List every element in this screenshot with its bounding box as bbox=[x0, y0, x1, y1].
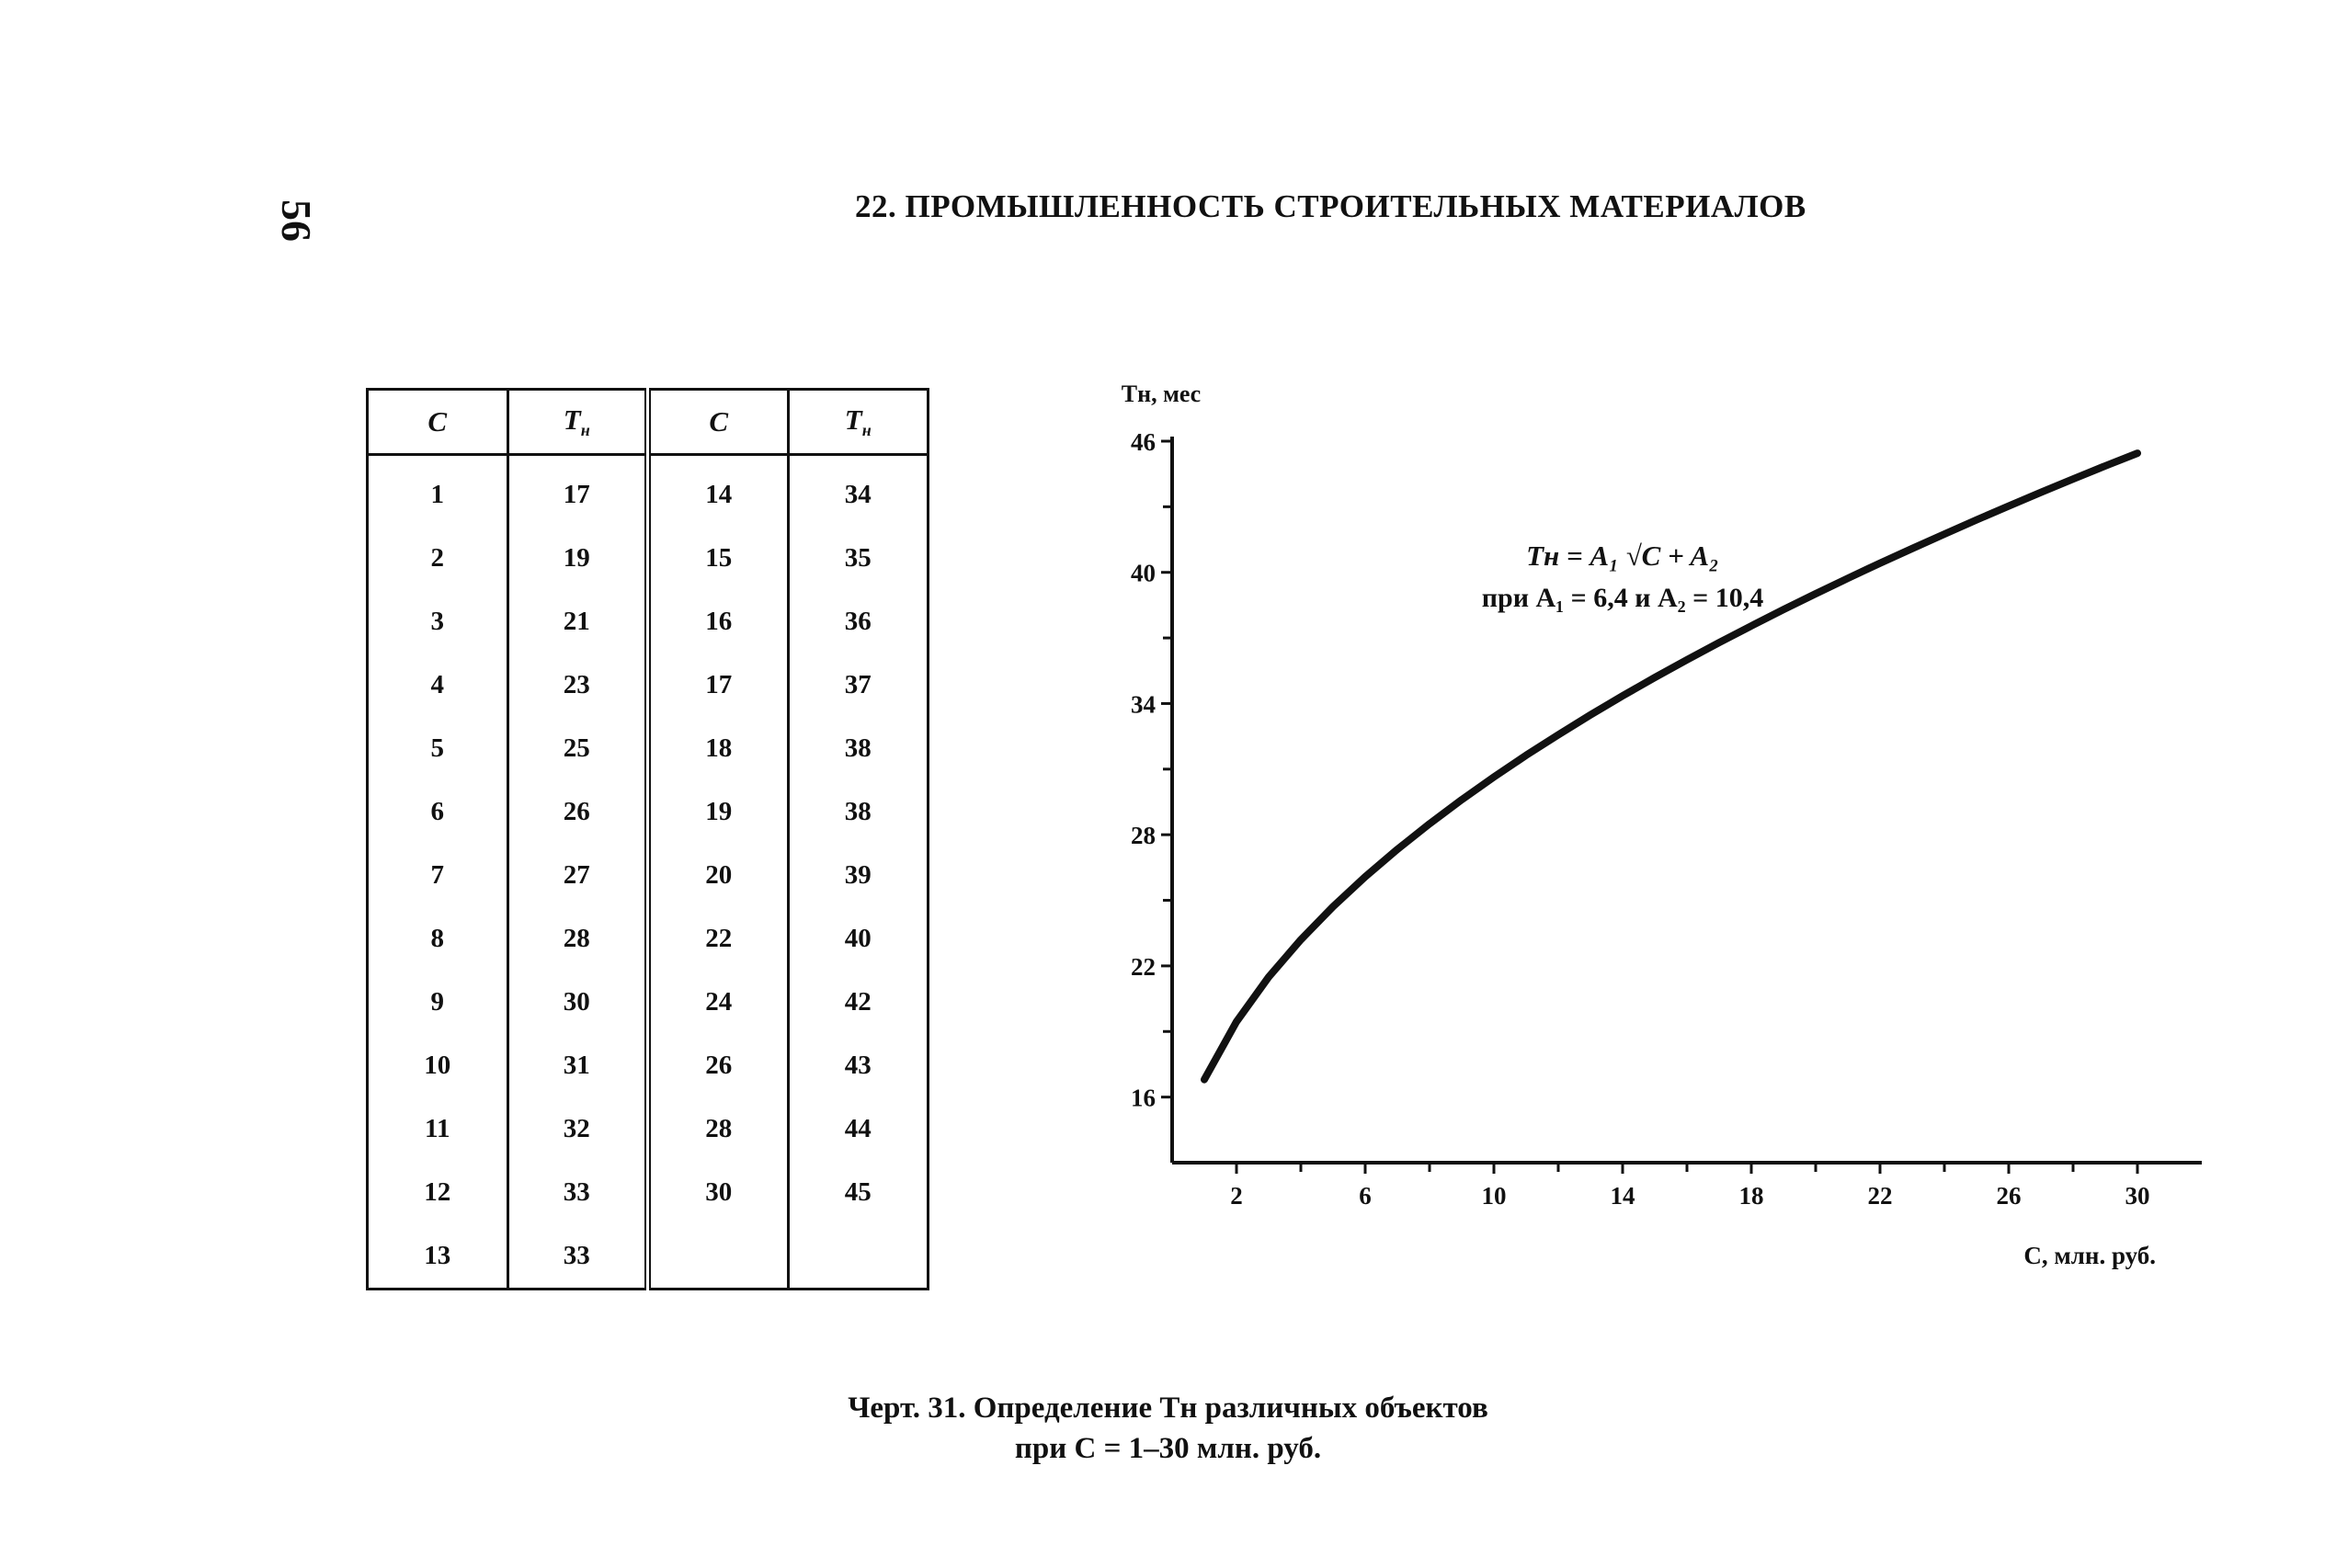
table-row: 11 32 28 44 bbox=[366, 1097, 929, 1161]
table-cell: 4 bbox=[366, 653, 509, 717]
table-cell: 13 bbox=[366, 1224, 509, 1290]
table-cell: 30 bbox=[506, 971, 649, 1034]
page-number: 56 bbox=[273, 199, 320, 242]
table-row: 8 28 22 40 bbox=[366, 907, 929, 971]
caption-line-1: Черт. 31. Определение Tн различных объек… bbox=[0, 1388, 2336, 1428]
x-tick-label: 10 bbox=[1482, 1182, 1507, 1210]
table-cell: 6 bbox=[366, 780, 509, 844]
series-line bbox=[1201, 449, 2141, 1084]
table-header-row: C Tн C Tн bbox=[366, 388, 929, 456]
table-cell: 30 bbox=[644, 1161, 790, 1224]
table-cell: 40 bbox=[786, 907, 929, 971]
table-row: 2 19 15 35 bbox=[366, 527, 929, 590]
table-cell: 38 bbox=[786, 717, 929, 780]
table-cell: 33 bbox=[506, 1161, 649, 1224]
table-cell: 1 bbox=[366, 454, 509, 527]
table-cell: 25 bbox=[506, 717, 649, 780]
table-cell: 27 bbox=[506, 844, 649, 907]
table-row: 7 27 20 39 bbox=[366, 844, 929, 907]
table-cell: 19 bbox=[644, 780, 790, 844]
y-tick-label: 46 bbox=[1131, 428, 1156, 456]
x-tick-label: 30 bbox=[2125, 1182, 2150, 1210]
page-header: 22. ПРОМЫШЛЕННОСТЬ СТРОИТЕЛЬНЫХ МАТЕРИАЛ… bbox=[855, 188, 1806, 224]
formula-line-2: при A₁ = 6,4 и A₂ = 10,4 bbox=[1482, 583, 1764, 613]
table-cell: 17 bbox=[644, 653, 790, 717]
table-cell: 24 bbox=[644, 971, 790, 1034]
x-tick-label: 2 bbox=[1230, 1182, 1243, 1210]
table-row: 1 17 14 34 bbox=[366, 454, 929, 527]
table-cell: 34 bbox=[786, 454, 929, 527]
table-cell: 43 bbox=[786, 1034, 929, 1097]
caption-line-2: при C = 1–30 млн. руб. bbox=[1014, 1432, 1322, 1465]
table-cell: 38 bbox=[786, 780, 929, 844]
table-cell: 39 bbox=[786, 844, 929, 907]
table-cell: 10 bbox=[366, 1034, 509, 1097]
formula-line-1: Tн = A₁ √C + A₂ bbox=[1526, 540, 1719, 572]
table-cell: 17 bbox=[506, 454, 649, 527]
table-cell: 8 bbox=[366, 907, 509, 971]
table-cell: 23 bbox=[506, 653, 649, 717]
col-header-t2: Tн bbox=[786, 388, 929, 456]
table-row: 9 30 24 42 bbox=[366, 971, 929, 1034]
table-cell: 19 bbox=[506, 527, 649, 590]
y-tick-label: 22 bbox=[1131, 953, 1156, 981]
table-cell: 22 bbox=[644, 907, 790, 971]
table-cell: 16 bbox=[644, 590, 790, 653]
table-cell: 44 bbox=[786, 1097, 929, 1161]
x-tick-label: 18 bbox=[1739, 1182, 1764, 1210]
table-cell: 31 bbox=[506, 1034, 649, 1097]
table-cell: 5 bbox=[366, 717, 509, 780]
col-header-t1: Tн bbox=[506, 388, 649, 456]
table-cell: 35 bbox=[786, 527, 929, 590]
table-row: 13 33 bbox=[366, 1224, 929, 1290]
col-header-c2: C bbox=[644, 388, 790, 456]
table-cell: 14 bbox=[644, 454, 790, 527]
table-cell: 21 bbox=[506, 590, 649, 653]
y-axis-label: Tн, мес bbox=[1122, 381, 1201, 407]
table-row: 12 33 30 45 bbox=[366, 1161, 929, 1224]
table-cell: 18 bbox=[644, 717, 790, 780]
x-tick-label: 14 bbox=[1611, 1182, 1635, 1210]
table-cell: 28 bbox=[506, 907, 649, 971]
y-tick-label: 28 bbox=[1131, 822, 1156, 849]
table-cell: 32 bbox=[506, 1097, 649, 1161]
caption-title: Определение Tн различных объектов bbox=[973, 1392, 1488, 1425]
col-header-c1: C bbox=[366, 388, 509, 456]
table-cell: 11 bbox=[366, 1097, 509, 1161]
data-table: C Tн C Tн 1 17 14 34 2 19 15 35 3 21 16 36 4 23 17 37 5 2… bbox=[366, 388, 929, 1290]
table-cell: 3 bbox=[366, 590, 509, 653]
x-axis-label: C, млн. руб. bbox=[2023, 1242, 2156, 1269]
table-cell: 42 bbox=[786, 971, 929, 1034]
y-tick-label: 16 bbox=[1131, 1085, 1156, 1112]
figure-caption: Черт. 31. Определение Tн различных объек… bbox=[0, 1388, 2336, 1469]
table-cell: 33 bbox=[506, 1224, 649, 1290]
table-cell: 26 bbox=[506, 780, 649, 844]
table-row: 6 26 19 38 bbox=[366, 780, 929, 844]
x-tick-label: 22 bbox=[1868, 1182, 1893, 1210]
x-tick-label: 6 bbox=[1359, 1182, 1372, 1210]
table-cell: 45 bbox=[786, 1161, 929, 1224]
table-cell: 26 bbox=[644, 1034, 790, 1097]
table-cell bbox=[786, 1224, 929, 1290]
table-row: 3 21 16 36 bbox=[366, 590, 929, 653]
caption-prefix: Черт. 31. bbox=[848, 1392, 966, 1425]
table-row: 4 23 17 37 bbox=[366, 653, 929, 717]
x-tick-label: 26 bbox=[1997, 1182, 2022, 1210]
table-cell: 2 bbox=[366, 527, 509, 590]
table-cell: 36 bbox=[786, 590, 929, 653]
table-cell: 15 bbox=[644, 527, 790, 590]
table-cell: 12 bbox=[366, 1161, 509, 1224]
table-cell: 9 bbox=[366, 971, 509, 1034]
table-cell: 20 bbox=[644, 844, 790, 907]
table-row: 5 25 18 38 bbox=[366, 717, 929, 780]
table-cell: 37 bbox=[786, 653, 929, 717]
y-tick-label: 34 bbox=[1131, 690, 1156, 718]
table-row: 10 31 26 43 bbox=[366, 1034, 929, 1097]
table-cell: 7 bbox=[366, 844, 509, 907]
y-tick-label: 40 bbox=[1131, 560, 1156, 587]
table-cell: 28 bbox=[644, 1097, 790, 1161]
table-cell bbox=[644, 1224, 790, 1290]
